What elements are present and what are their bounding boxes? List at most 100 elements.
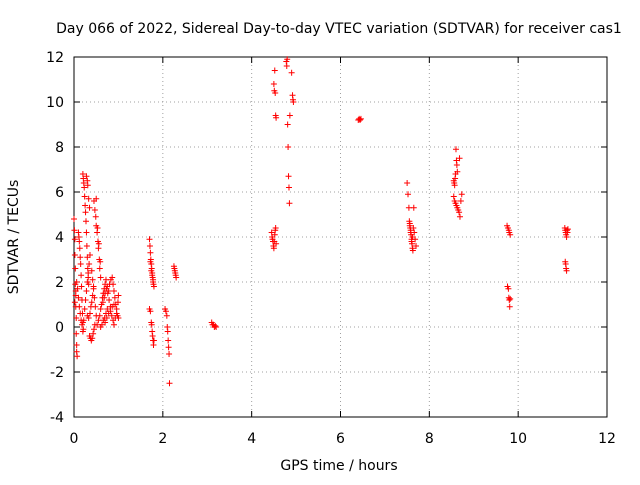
axes xyxy=(73,56,608,418)
data-point xyxy=(96,312,103,319)
data-point xyxy=(115,292,122,299)
data-point xyxy=(90,330,97,337)
data-point xyxy=(93,195,100,202)
y-tick-label: 4 xyxy=(55,230,64,246)
data-point xyxy=(74,353,81,360)
x-tick-label: 8 xyxy=(425,431,434,447)
data-point xyxy=(406,220,413,227)
data-point xyxy=(78,283,85,290)
data-point xyxy=(97,306,104,312)
y-tick-label: 8 xyxy=(55,140,64,156)
data-point xyxy=(507,295,514,302)
y-tick-label: -2 xyxy=(50,365,64,381)
y-tick-label: 10 xyxy=(46,95,64,111)
data-point xyxy=(92,303,99,310)
data-point xyxy=(71,227,78,234)
data-point xyxy=(411,229,418,236)
data-point xyxy=(357,115,364,122)
data-point xyxy=(110,288,117,294)
data-point xyxy=(284,121,291,128)
data-point xyxy=(103,315,110,321)
data-point xyxy=(271,67,278,74)
data-point xyxy=(163,312,170,319)
data-point xyxy=(74,285,81,292)
x-tick-labels: 0 2 4 6 8 10 12 xyxy=(70,431,616,447)
data-point xyxy=(107,308,114,315)
y-tick-label: -4 xyxy=(50,410,64,426)
data-point xyxy=(89,335,96,342)
y-tick-label: 0 xyxy=(55,320,64,336)
data-point xyxy=(77,254,84,261)
data-point xyxy=(88,299,95,306)
data-point xyxy=(456,213,463,220)
data-point xyxy=(412,236,419,243)
data-point xyxy=(288,69,295,76)
data-point xyxy=(286,200,293,207)
data-point xyxy=(458,191,465,198)
data-point xyxy=(410,225,417,231)
data-point xyxy=(108,312,115,319)
data-point xyxy=(404,180,411,186)
data-point xyxy=(76,245,83,252)
data-point xyxy=(94,225,101,231)
data-point xyxy=(73,315,80,321)
data-point xyxy=(79,328,86,335)
data-point xyxy=(413,243,420,249)
data-point xyxy=(272,90,279,96)
data-point xyxy=(148,267,155,274)
plot-border xyxy=(73,56,608,418)
data-point xyxy=(270,81,277,87)
data-point xyxy=(81,193,88,200)
data-point xyxy=(149,272,156,279)
x-tick-label: 4 xyxy=(247,431,256,447)
data-point xyxy=(84,279,91,285)
data-point xyxy=(112,315,119,321)
data-point xyxy=(86,204,93,211)
data-point xyxy=(357,117,364,123)
data-point xyxy=(113,310,120,317)
data-point xyxy=(147,249,154,256)
data-point xyxy=(110,321,117,328)
data-point xyxy=(75,294,82,301)
data-point xyxy=(165,337,172,344)
data-point xyxy=(92,213,99,220)
data-point xyxy=(82,202,89,209)
data-point xyxy=(273,240,280,247)
data-point xyxy=(212,322,219,329)
data-point xyxy=(81,184,88,191)
data-point xyxy=(91,207,98,213)
data-point xyxy=(109,274,116,281)
data-point xyxy=(110,281,117,288)
data-point xyxy=(86,252,93,258)
data-point xyxy=(270,245,277,252)
data-point xyxy=(98,321,105,328)
data-point xyxy=(408,238,415,245)
data-point xyxy=(82,218,89,225)
data-point xyxy=(86,261,93,267)
data-point xyxy=(83,288,90,294)
x-tick-label: 10 xyxy=(509,431,527,447)
data-point xyxy=(71,252,78,258)
data-point xyxy=(89,276,96,283)
data-point xyxy=(76,303,83,310)
data-point xyxy=(454,168,461,175)
data-point xyxy=(507,231,514,238)
data-point xyxy=(73,342,80,348)
x-tick-label: 2 xyxy=(158,431,167,447)
data-point xyxy=(285,173,292,180)
data-point xyxy=(273,114,280,121)
data-point xyxy=(78,321,85,328)
data-point xyxy=(456,155,463,162)
y-tick-label: 6 xyxy=(55,185,64,201)
data-point xyxy=(78,272,85,279)
data-point xyxy=(284,56,291,63)
data-point xyxy=(457,198,464,204)
x-tick-label: 12 xyxy=(598,431,616,447)
data-point xyxy=(150,337,157,344)
data-point xyxy=(95,240,102,247)
data-point xyxy=(97,274,104,281)
data-point xyxy=(563,267,570,274)
data-point xyxy=(104,306,111,312)
